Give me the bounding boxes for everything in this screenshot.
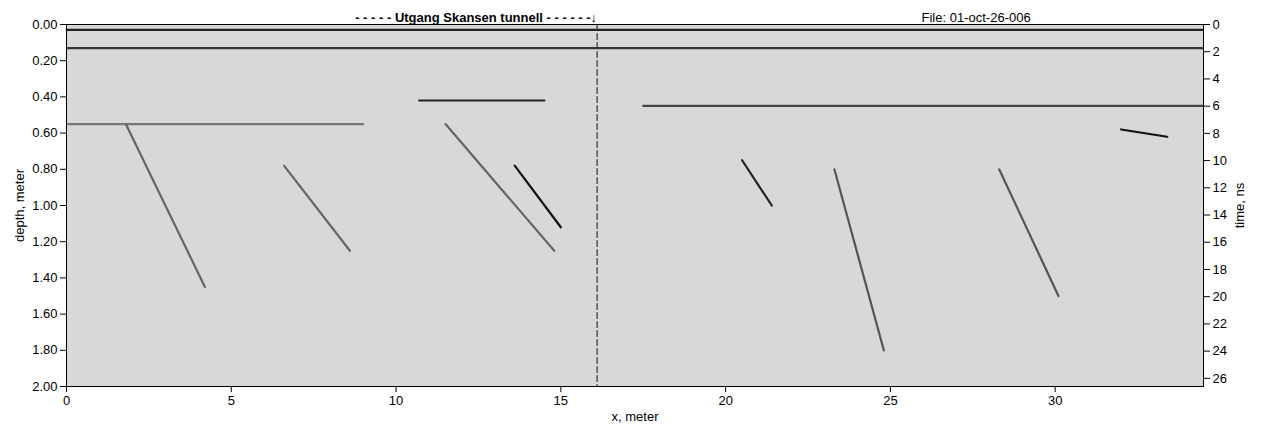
svg-text:30: 30: [1048, 393, 1062, 408]
svg-text:0.80: 0.80: [32, 161, 57, 176]
svg-text:15: 15: [554, 393, 568, 408]
svg-text:24: 24: [1213, 343, 1227, 358]
svg-text:10: 10: [1213, 153, 1227, 168]
svg-text:x, meter: x, meter: [612, 409, 660, 424]
svg-text:depth, meter: depth, meter: [12, 168, 27, 242]
svg-text:- - - - - Utgang Skansen tunne: - - - - - Utgang Skansen tunnell - - - -…: [355, 10, 597, 25]
svg-text:0.60: 0.60: [32, 125, 57, 140]
svg-text:0.40: 0.40: [32, 89, 57, 104]
svg-text:12: 12: [1213, 180, 1227, 195]
svg-text:5: 5: [228, 393, 235, 408]
svg-text:4: 4: [1213, 71, 1220, 86]
svg-text:26: 26: [1213, 370, 1227, 385]
svg-text:18: 18: [1213, 262, 1227, 277]
svg-text:0: 0: [63, 393, 70, 408]
svg-text:10: 10: [389, 393, 403, 408]
svg-text:14: 14: [1213, 207, 1227, 222]
svg-text:1.20: 1.20: [32, 234, 57, 249]
svg-text:20: 20: [718, 393, 732, 408]
svg-text:1.80: 1.80: [32, 342, 57, 357]
svg-text:0: 0: [1213, 17, 1220, 32]
svg-text:25: 25: [883, 393, 897, 408]
svg-text:time, ns: time, ns: [1232, 182, 1247, 228]
svg-text:20: 20: [1213, 289, 1227, 304]
svg-text:2.00: 2.00: [32, 379, 57, 394]
svg-text:22: 22: [1213, 316, 1227, 331]
svg-text:0.00: 0.00: [32, 17, 57, 32]
svg-text:1.60: 1.60: [32, 306, 57, 321]
svg-text:1.00: 1.00: [32, 198, 57, 213]
svg-text:File: 01-oct-26-006: File: 01-oct-26-006: [922, 10, 1031, 25]
svg-text:1.40: 1.40: [32, 270, 57, 285]
svg-text:2: 2: [1213, 44, 1220, 59]
svg-text:0.20: 0.20: [32, 53, 57, 68]
svg-text:6: 6: [1213, 98, 1220, 113]
svg-text:8: 8: [1213, 126, 1220, 141]
svg-text:16: 16: [1213, 234, 1227, 249]
